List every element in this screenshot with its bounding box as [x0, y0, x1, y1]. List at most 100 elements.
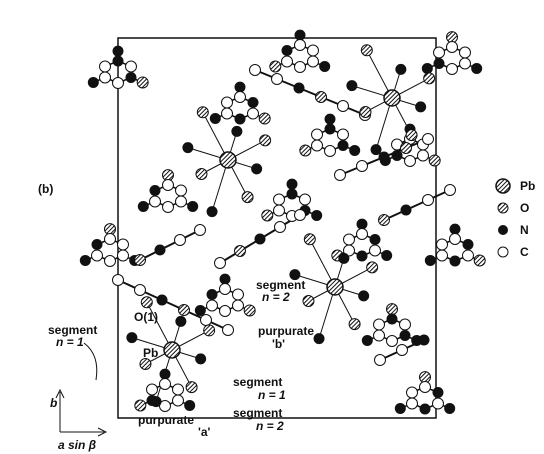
n-atom	[160, 369, 171, 380]
c-atom	[282, 56, 293, 67]
n-atom	[113, 56, 124, 67]
c-atom	[113, 78, 124, 89]
c-atom	[387, 336, 398, 347]
n-atom	[420, 404, 431, 415]
o-atom	[179, 305, 190, 316]
c-atom	[447, 64, 458, 75]
c-atom	[405, 156, 416, 167]
legend-symbol	[498, 225, 508, 235]
c-atom	[459, 58, 470, 69]
n-atom	[157, 295, 168, 306]
o-atom	[420, 372, 431, 383]
o-atom	[135, 400, 146, 411]
c-atom	[272, 74, 283, 85]
annotation: 'b'	[272, 337, 285, 351]
annotation: purpurate	[138, 413, 194, 427]
c-atom	[220, 284, 231, 295]
n-atom	[444, 403, 455, 414]
c-atom	[172, 395, 183, 406]
n-atom	[399, 330, 410, 341]
legend-symbol	[498, 247, 508, 257]
annotation: n = 2	[262, 290, 290, 304]
c-atom	[299, 194, 310, 205]
c-atom	[312, 140, 323, 151]
n-atom	[295, 30, 306, 41]
n-atom	[287, 179, 298, 190]
o-atom	[303, 295, 314, 306]
n-atom	[187, 201, 198, 212]
c-atom	[399, 319, 410, 330]
n-atom	[434, 58, 445, 69]
c-atom	[357, 229, 368, 240]
o-atom	[259, 113, 270, 124]
n-atom	[381, 250, 392, 261]
o-atom	[429, 155, 440, 166]
n-atom	[92, 239, 103, 250]
o-atom	[401, 143, 412, 154]
annotation: O(1)	[134, 310, 158, 324]
n-atom	[251, 163, 262, 174]
annotation: segment	[233, 375, 282, 389]
c-atom	[335, 170, 346, 181]
o-atom	[406, 130, 417, 141]
o-atom	[367, 262, 378, 273]
n-atom	[88, 77, 99, 88]
o-atom	[349, 319, 360, 330]
c-atom	[125, 61, 136, 72]
axis-label: a sin β	[58, 438, 97, 452]
annotation: 'a'	[198, 425, 211, 439]
atoms	[80, 30, 485, 415]
c-atom	[135, 285, 146, 296]
o-atom	[197, 107, 208, 118]
pb-atom	[384, 90, 400, 106]
c-atom	[274, 205, 285, 216]
o-atom	[260, 135, 271, 146]
c-atom	[357, 161, 368, 172]
pointer	[84, 343, 97, 380]
c-atom	[201, 315, 212, 326]
c-atom	[375, 355, 386, 366]
annotation: segment	[233, 406, 282, 420]
n-atom	[395, 64, 406, 75]
o-atom	[300, 145, 311, 156]
c-atom	[338, 101, 349, 112]
n-atom	[207, 206, 218, 217]
n-atom	[325, 124, 336, 135]
n-atom	[220, 274, 231, 285]
legend-label: N	[520, 223, 529, 237]
c-atom	[247, 108, 258, 119]
n-atom	[319, 61, 330, 72]
o-atom	[304, 234, 315, 245]
c-atom	[222, 108, 233, 119]
n-atom	[369, 234, 380, 245]
c-atom	[100, 72, 111, 83]
annotations: O(1) segment n = 2 purpurate 'b' segment…	[48, 278, 314, 439]
c-atom	[105, 234, 116, 245]
annotation: n = 2	[256, 419, 284, 433]
legend-label: O	[520, 201, 529, 215]
c-atom	[434, 47, 445, 58]
c-atom	[105, 256, 116, 267]
o-atom	[262, 210, 273, 221]
c-atom	[417, 150, 428, 161]
c-atom	[235, 92, 246, 103]
legend-label: Pb	[520, 179, 535, 193]
c-atom	[462, 250, 473, 261]
o-atom	[242, 192, 253, 203]
n-atom	[113, 46, 124, 57]
o-atom	[474, 255, 485, 266]
o-atom	[387, 304, 398, 315]
n-atom	[235, 82, 246, 93]
c-atom	[220, 306, 231, 317]
panel-label: (b)	[38, 182, 53, 196]
legend-symbol	[498, 203, 508, 213]
n-atom	[311, 210, 322, 221]
c-atom	[232, 289, 243, 300]
o-atom	[361, 45, 372, 56]
c-atom	[420, 382, 431, 393]
c-atom	[423, 134, 434, 145]
c-atom	[307, 56, 318, 67]
c-atom	[423, 195, 434, 206]
axes: b a sin β	[50, 390, 106, 452]
c-atom	[175, 196, 186, 207]
